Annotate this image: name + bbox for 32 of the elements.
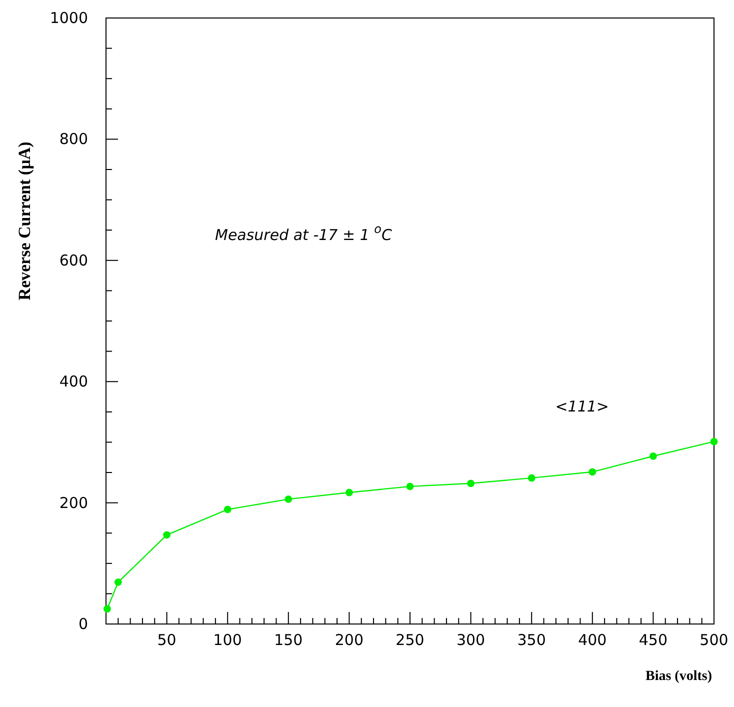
text: <111> [555, 398, 609, 416]
point [224, 506, 232, 514]
x-tick-label: 100 [213, 631, 242, 649]
x-tick-label: 250 [396, 631, 424, 649]
point [650, 452, 657, 460]
point [284, 495, 292, 503]
x-tick-label: 350 [517, 631, 546, 649]
x-tick-label: 50 [157, 631, 176, 649]
x-tick-label: 400 [578, 631, 607, 649]
point [588, 468, 596, 476]
y-tick-label: 400 [59, 372, 88, 391]
y-tick-label: 200 [59, 494, 88, 512]
x-tick-label: 450 [638, 631, 668, 649]
point [346, 488, 353, 496]
x-axis-title: Bias (volts) [646, 669, 712, 684]
point [467, 480, 474, 488]
x-tick-label: 200 [334, 631, 364, 649]
x-tick-label: 500 [700, 631, 728, 649]
point [114, 578, 122, 586]
annotation: Measured at -17 ± 1 $^{o}$C [215, 222, 392, 244]
point [710, 438, 718, 446]
point [528, 474, 536, 482]
y-axis-title: Reverse Current (µA) [15, 142, 34, 300]
point [406, 482, 414, 490]
y-tick-label: 0 [78, 615, 88, 633]
x-tick-label: 300 [456, 631, 486, 649]
point [104, 605, 111, 613]
y-tick-label: 600 [59, 251, 88, 270]
point [163, 531, 170, 539]
y-tick-label: 800 [59, 130, 88, 148]
x-tick-label: 150 [274, 631, 303, 649]
y-tick-label: 1000 [50, 9, 88, 27]
